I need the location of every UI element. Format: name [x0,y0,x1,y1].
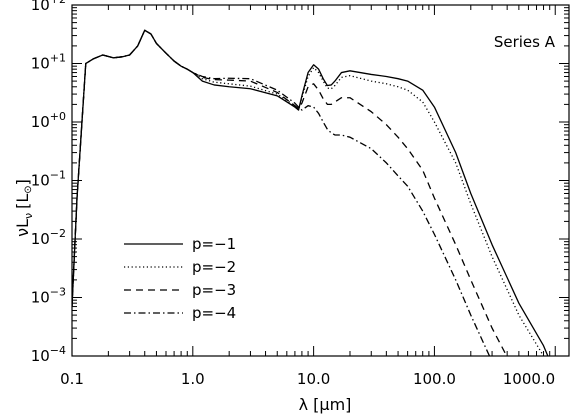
y-tick-label: 10−2 [31,227,66,248]
series-line-3 [72,29,508,356]
axes-layer: 0.1 1.0 10.0 100.0 1000.0 10−4 10−3 10−2 10−1 10+… [31,0,570,388]
legend-label: p=−1 [192,235,236,253]
y-tick-label: 10+2 [31,0,66,14]
plot-frame [71,4,570,357]
y-axis-title-sub: ν [22,213,35,219]
y-tick-label: 10+1 [31,52,66,73]
sun-symbol: ⊙ [23,185,34,193]
x-axis-title: λ [μm] [299,395,352,414]
x-tick-label: 10.0 [297,370,330,388]
x-axis-title-rest: m] [330,395,352,414]
legend-label: p=−2 [192,258,236,276]
y-axis-title-nu: ν [13,228,32,237]
y-tick-label: 10−3 [31,286,66,307]
x-tick-label: 1.0 [181,370,205,388]
legend: p=−1 p=−2 p=−3 p=−4 [124,235,236,322]
x-axis-title-greek: μ [319,395,329,414]
x-axis-title-main: λ [ [299,395,320,414]
series-layer [72,29,549,356]
series-line-2 [72,29,545,356]
x-tick-label: 1000.0 [503,370,556,388]
legend-label: p=−3 [192,281,236,299]
plot-annotation: Series A [494,33,556,51]
y-tick-label: 10−1 [31,169,66,190]
legend-label: p=−4 [192,304,236,322]
y-axis-title-open: [L [13,194,32,209]
x-tick-label: 0.1 [60,370,84,388]
series-line-4 [72,29,491,356]
y-axis-title-L: L [13,219,32,228]
y-tick-label: 10+0 [31,110,66,131]
y-axis-title-close: ] [13,179,32,185]
y-axis-title: νLν [L⊙] [13,179,35,237]
x-tick-label: 100.0 [413,370,456,388]
series-line-1 [72,29,549,356]
y-tick-label: 10−4 [31,344,66,365]
svg-text:νLν[L⊙]: νLν [L⊙] [13,179,35,237]
